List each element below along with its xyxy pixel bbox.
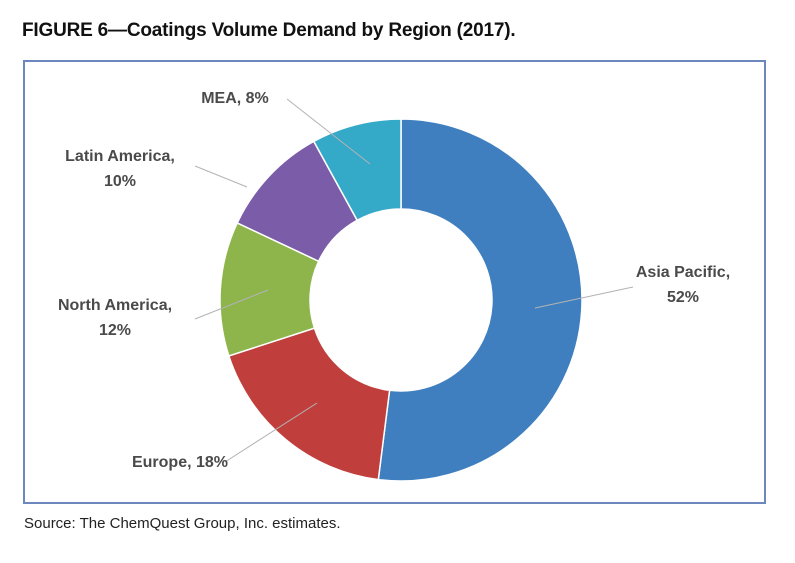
slice-mea	[312, 118, 402, 222]
figure-title: FIGURE 6—Coatings Volume Demand by Regio…	[22, 20, 516, 41]
leader-line-asia-pacific	[534, 286, 634, 309]
leader-line-mea	[286, 98, 371, 165]
slice-asia-pacific	[377, 118, 583, 482]
chart-frame: Asia Pacific, 52% Europe, 18% North America…	[23, 60, 766, 504]
leader-line-europe	[224, 402, 318, 463]
leader-line-latin-america	[194, 165, 248, 188]
slice-labels: Asia Pacific, 52% Europe, 18% North America…	[58, 90, 730, 471]
source-note: Source: The ChemQuest Group, Inc. estima…	[24, 515, 341, 532]
slice-label-north-america: North America, 12%	[58, 297, 172, 339]
donut-chart: Asia Pacific, 52% Europe, 18% North America…	[58, 90, 730, 482]
slice-europe	[227, 327, 391, 481]
slice-label-mea: MEA, 8%	[201, 90, 269, 107]
slice-label-asia-pacific: Asia Pacific, 52%	[636, 264, 730, 306]
slice-label-europe: Europe, 18%	[132, 454, 228, 471]
leader-lines	[194, 98, 634, 463]
leader-line-north-america	[194, 289, 269, 320]
donut-slices	[219, 118, 583, 482]
slice-label-latin-america: Latin America, 10%	[65, 148, 175, 190]
